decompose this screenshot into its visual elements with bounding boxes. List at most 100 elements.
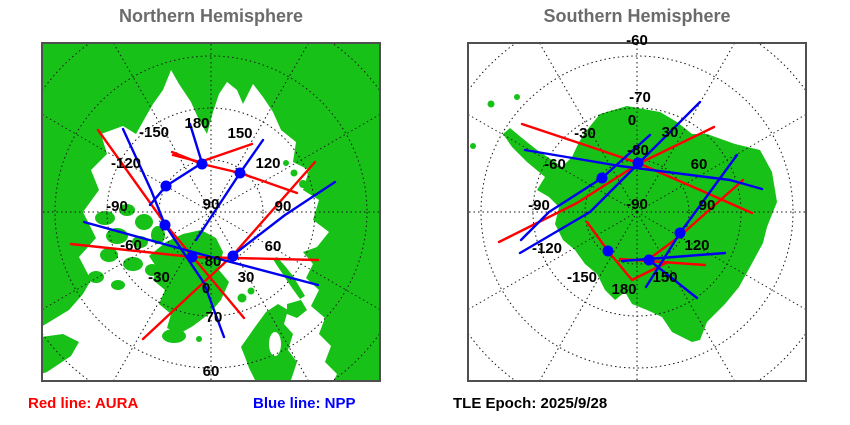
legend-aura: Red line: AURA [28,395,139,412]
meridian-line [112,42,212,213]
south-map-frame [467,42,807,382]
aura-track [171,142,254,164]
arctic-archipelago [100,248,118,262]
arctic-archipelago [123,257,143,271]
latitude-label: 60 [203,363,220,380]
meridian-line [41,113,212,213]
longitude-label: 150 [652,269,677,286]
south-map-title: Southern Hemisphere [543,6,731,26]
island [290,169,298,177]
longitude-label: 0 [628,112,636,129]
satellite-position-dot [602,245,614,257]
satellite-position-dot [160,180,172,192]
npp-track [235,180,337,254]
landmass-antarctica [503,106,777,342]
satellite-position-dot [643,254,655,266]
satellite-position-dot [632,157,644,169]
latitude-label: 70 [206,309,223,326]
arctic-archipelago [88,271,104,283]
longitude-label: -30 [574,125,596,142]
meridian-line [636,113,807,213]
arctic-archipelago [135,214,153,230]
meridian-line [636,211,807,311]
latitude-circle [584,159,690,265]
longitude-label: -90 [106,198,128,215]
arctic-archipelago [111,280,125,290]
longitude-label: 120 [255,155,280,172]
meridian-line [636,211,736,382]
longitude-label: -120 [111,155,141,172]
landmass-labrador [41,334,79,374]
satellite-position-dot [159,219,171,231]
latitude-circle [54,55,368,369]
south-land [470,94,777,342]
npp-track [148,122,204,207]
longitude-label: 180 [611,281,636,298]
arctic-archipelago [95,211,115,225]
latitude-circle [480,55,794,369]
north-labels: 180 -150 150 -120 120 -90 90 -60 60 -30 30 0 90 80 70 6… [106,115,291,380]
meridian-line [41,211,212,311]
npp-track [82,220,320,287]
longitude-label: 60 [265,238,282,255]
longitude-label: 30 [662,124,679,141]
meridian-line [112,211,212,382]
arctic-archipelago [161,255,173,265]
island [514,94,520,100]
meridian-line [210,42,310,213]
arctic-archipelago [119,204,135,216]
meridian-line [636,42,736,213]
npp-track [523,148,764,191]
island [487,100,495,108]
north-map-frame [41,42,381,382]
landmass-scandinavia [241,304,297,382]
satellite-position-dot [596,172,608,184]
longitude-label: -150 [139,124,169,141]
npp-track [519,133,652,242]
longitude-label: 30 [238,269,255,286]
aura-track [630,260,670,282]
landmass-arctic-ring [41,42,381,382]
fjord-water [269,332,281,356]
satellite-position-dot [234,167,246,179]
south-tracks [497,100,764,300]
longitude-label: -90 [528,197,550,214]
island [196,336,202,342]
satellite-position-dot [186,251,198,263]
latitude-label: -70 [629,89,651,106]
latitude-label: -60 [626,32,648,49]
meridian-line [467,211,638,311]
longitude-label: 120 [684,237,709,254]
npp-track [620,251,727,263]
longitude-label: 150 [227,125,252,142]
latitude-label: 80 [205,253,222,270]
island [470,143,476,149]
meridian-line [210,113,381,213]
satellite-position-dot [674,227,686,239]
island [283,160,289,166]
landmass-iceland [162,329,186,343]
meridian-line [210,211,381,311]
south-labels: 0 -30 30 -60 60 -90 90 -120 120 -150 150 180 -60 -70 -… [528,32,715,298]
island [299,180,307,188]
longitude-label: -150 [567,269,597,286]
north-map-title: Northern Hemisphere [118,6,304,26]
longitude-label: -60 [544,156,566,173]
latitude-label: 90 [203,196,220,213]
longitude-label: -120 [532,240,562,257]
satellite-position-dot [227,250,239,262]
longitude-label: 90 [699,197,716,214]
longitude-label: 90 [275,198,292,215]
latitude-label: -80 [627,142,649,159]
legend-tle-epoch: TLE Epoch: 2025/9/28 [453,395,608,412]
arctic-archipelago [151,226,165,244]
north-map: 180 -150 150 -120 120 -90 90 -60 60 -30 30 0 90 80 70 6… [41,42,381,382]
meridian-line [538,211,638,382]
npp-track [194,138,265,242]
longitude-label: -30 [148,269,170,286]
island-svalbard [247,287,255,295]
longitude-label: 180 [184,115,209,132]
arctic-archipelago [145,264,159,276]
satellite-position-dot [196,158,208,170]
